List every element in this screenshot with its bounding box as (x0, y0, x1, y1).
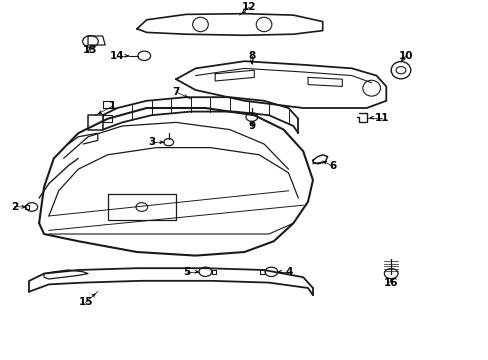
Text: 15: 15 (78, 297, 93, 307)
Text: 11: 11 (374, 113, 389, 123)
Text: 1: 1 (109, 101, 116, 111)
Text: 8: 8 (248, 51, 255, 61)
Text: 2: 2 (11, 202, 18, 212)
Text: 10: 10 (398, 51, 412, 61)
Text: 16: 16 (383, 278, 398, 288)
Text: 9: 9 (248, 121, 255, 131)
Text: 13: 13 (83, 45, 98, 55)
Text: 7: 7 (172, 87, 180, 97)
Bar (107, 194, 176, 220)
Text: 6: 6 (328, 161, 335, 171)
Text: 3: 3 (148, 137, 155, 147)
Text: 4: 4 (285, 267, 293, 277)
Text: 12: 12 (242, 2, 256, 12)
Text: 14: 14 (110, 51, 124, 61)
Text: 5: 5 (183, 267, 190, 277)
